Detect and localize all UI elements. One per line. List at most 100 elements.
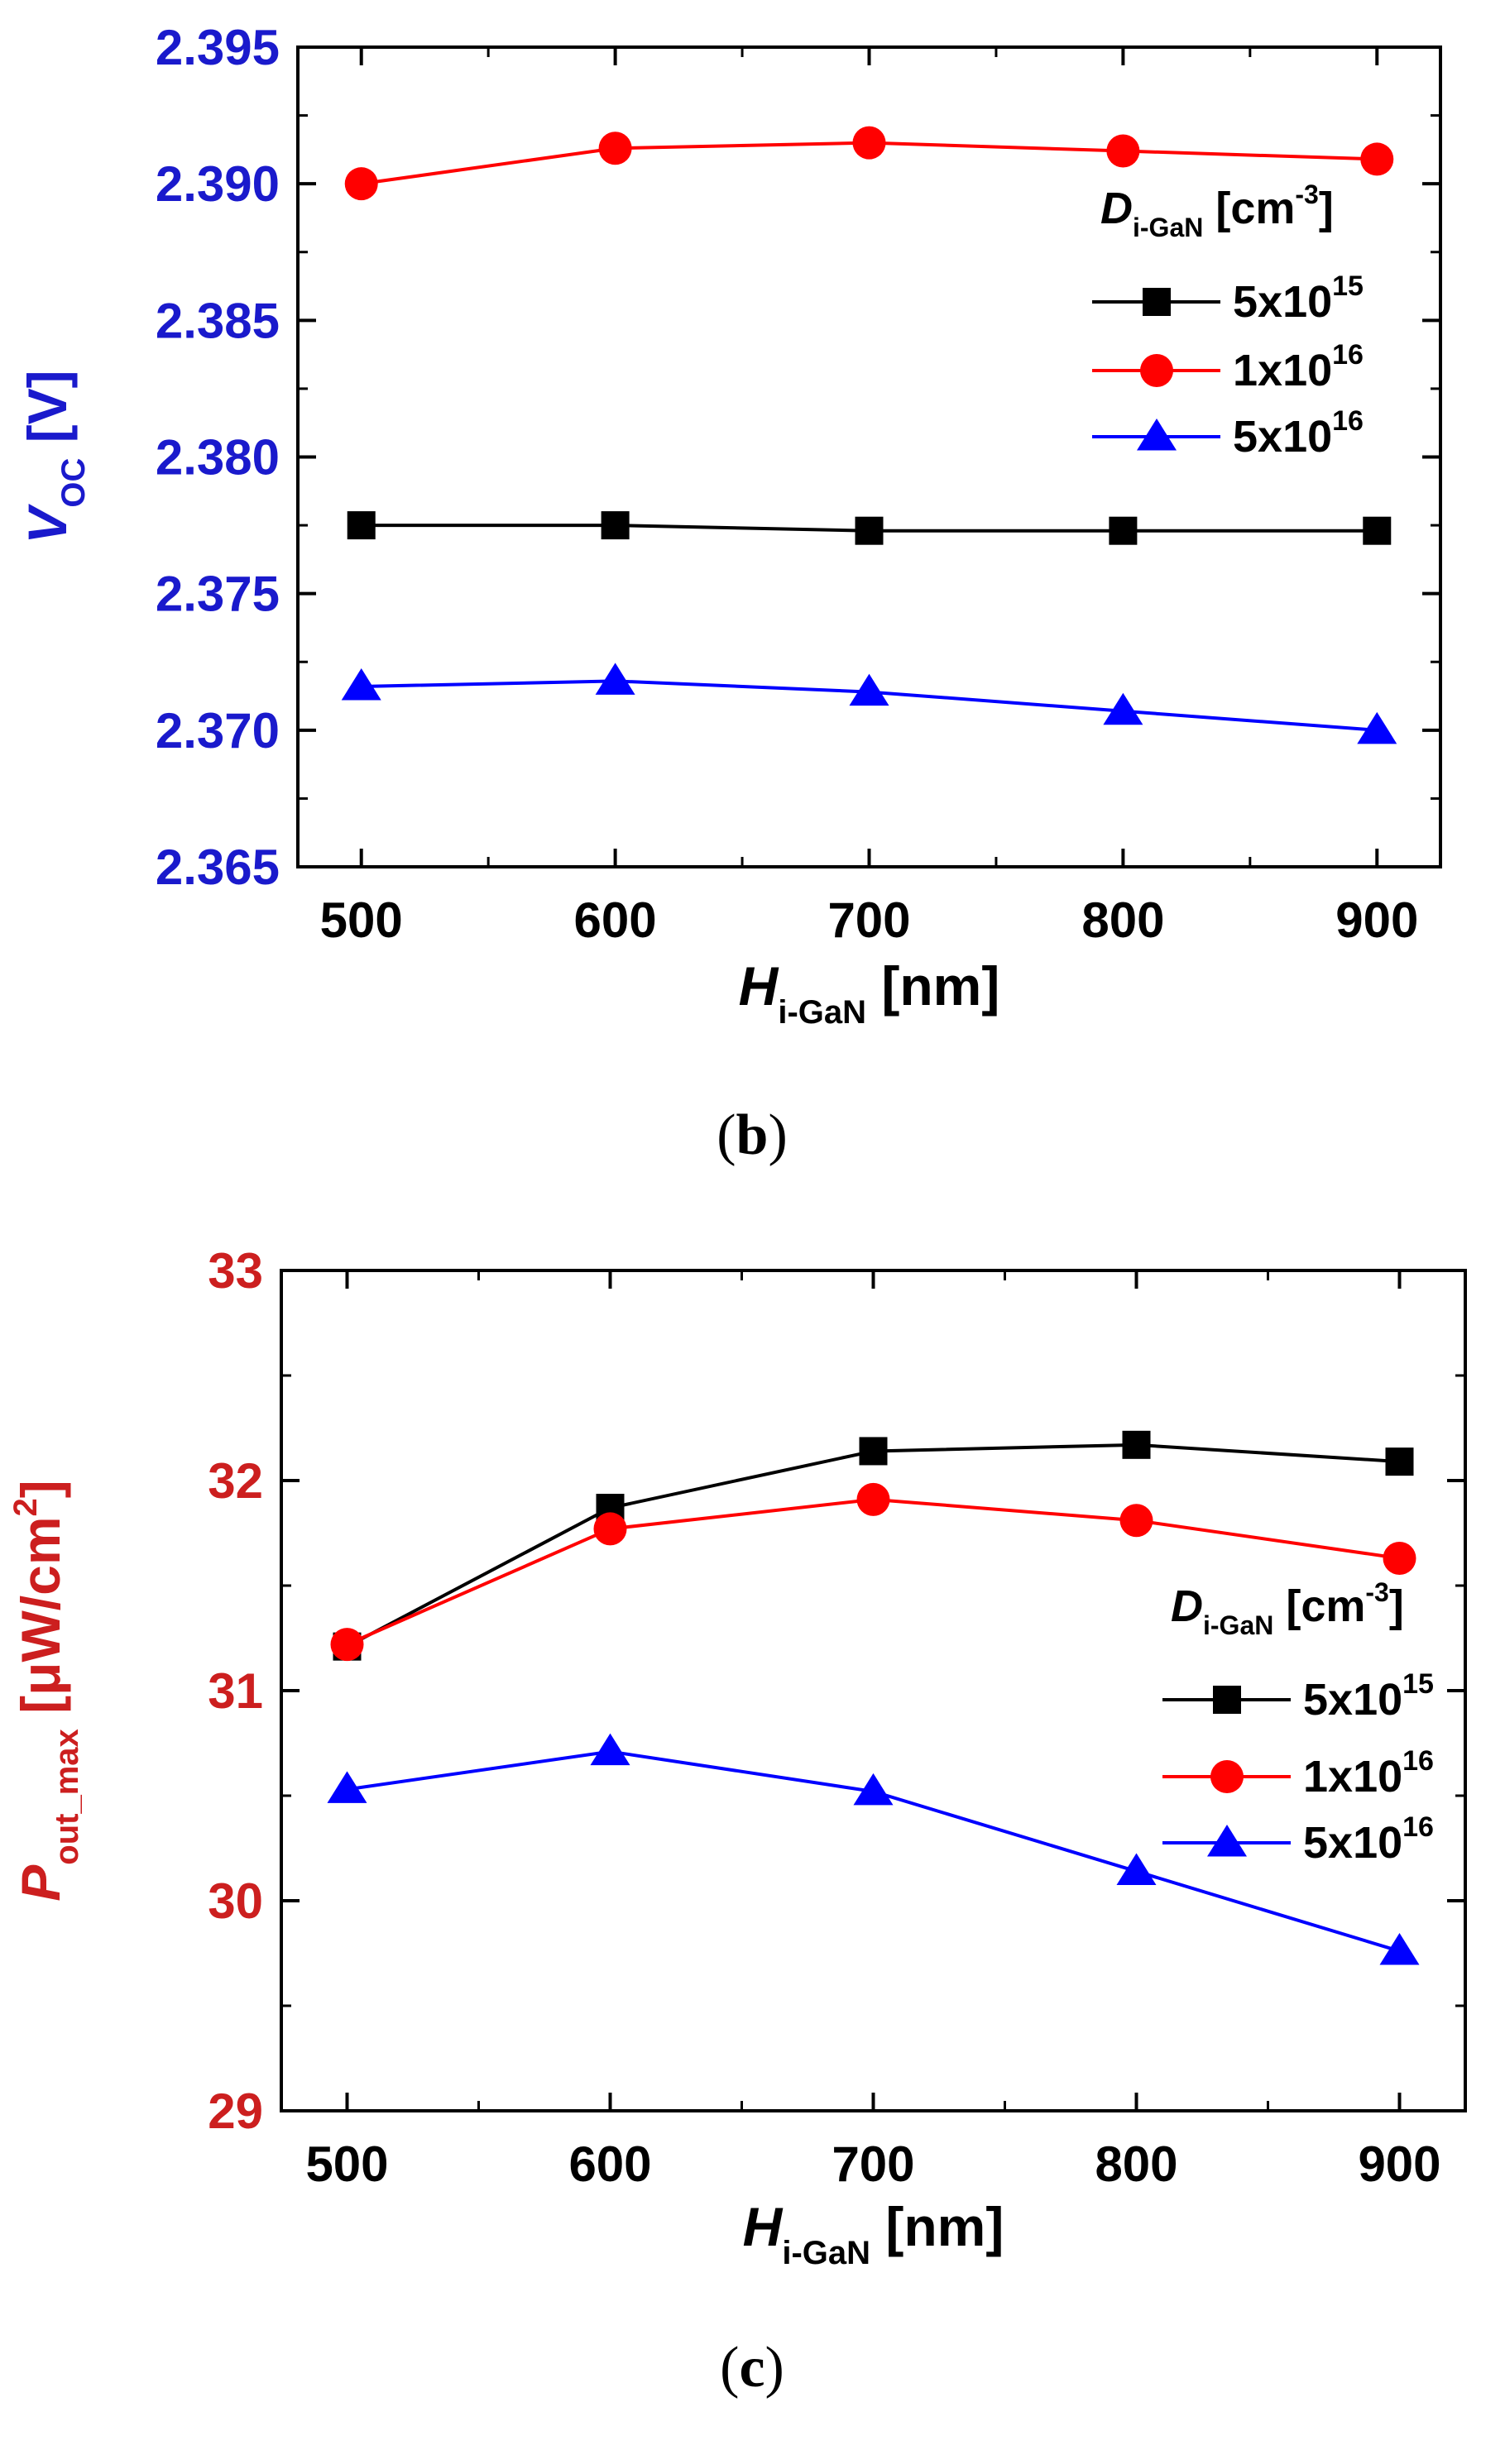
legend-title-sub: i-GaN (1133, 213, 1203, 242)
y-tick-label: 30 (208, 1873, 263, 1929)
caption-open: ( (717, 1103, 736, 1167)
x-axis-label: Hi-GaN [nm] (739, 955, 1000, 1031)
y-tick-label: 2.375 (156, 567, 280, 622)
legend-label-exp: 16 (1332, 339, 1364, 371)
data-point-5x10^16-triangle (327, 1771, 367, 1803)
chart-panel-b: 500 600 700 800 900 2.365 2.370 2.375 2.380 2.385… (17, 20, 1442, 1167)
legend-marker-triangle (1207, 1825, 1247, 1857)
data-point-1x10^16-circle (1360, 142, 1394, 176)
data-point-1x10^16-circle (1106, 134, 1140, 168)
y-tick-label: 31 (208, 1663, 263, 1719)
caption-letter: b (736, 1103, 769, 1167)
y-tick-label: 2.390 (156, 156, 280, 212)
data-point-5x10^15-square (1122, 1430, 1151, 1459)
panel-caption: (c) (720, 2336, 784, 2399)
x-axis-label-main: H (739, 955, 779, 1017)
data-point-1x10^16-circle (1383, 1541, 1416, 1575)
legend-label: 5x1015 (1303, 1668, 1434, 1725)
y-tick-label: 2.370 (156, 703, 280, 758)
data-point-5x10^16-triangle (595, 663, 635, 695)
data-point-5x10^16-triangle (849, 673, 889, 706)
x-axis-label-sub: i-GaN (778, 994, 866, 1031)
data-point-5x10^16-triangle (590, 1733, 630, 1766)
y-axis-label: Pout_max [μW/cm2] (7, 1480, 85, 1901)
data-point-1x10^16-circle (598, 132, 632, 165)
legend-title: Di-GaN [cm-3] (1171, 1577, 1404, 1640)
legend-label-base: 1x10 (1303, 1752, 1402, 1801)
caption-close: ) (768, 1103, 787, 1167)
y-axis-label-main: V (17, 504, 78, 544)
legend-marker-circle (1210, 1760, 1244, 1793)
y-axis-label-sub: out_max (49, 1729, 85, 1865)
legend-title: Di-GaN [cm-3] (1100, 179, 1334, 242)
y-axis-label-unit: [μW/cm (10, 1516, 71, 1729)
x-axis-label-unit: [nm] (866, 955, 999, 1017)
caption-open: ( (720, 2336, 739, 2399)
caption-close: ) (765, 2336, 784, 2399)
legend-title-unit: [cm (1203, 184, 1295, 233)
legend-label-exp: 15 (1332, 270, 1364, 302)
plot-frame (280, 1269, 1467, 2112)
legend-title-close: ] (1319, 184, 1334, 233)
legend-title-close: ] (1389, 1581, 1404, 1631)
data-point-5x10^15-square (601, 511, 630, 540)
x-axis-label-sub: i-GaN (782, 2235, 870, 2271)
x-tick-label: 900 (1335, 892, 1418, 948)
legend-label-base: 5x10 (1233, 412, 1332, 462)
data-point-5x10^16-triangle (1103, 692, 1143, 725)
legend-title-exp: -3 (1295, 179, 1318, 209)
x-tick-label: 700 (827, 892, 910, 948)
data-point-5x10^16-triangle (1357, 711, 1397, 744)
data-point-1x10^16-circle (593, 1512, 627, 1546)
data-point-5x10^15-square (1109, 516, 1138, 545)
data-point-5x10^16-triangle (1379, 1932, 1420, 1965)
y-axis-label: VOC [V] (17, 370, 92, 543)
x-tick-label: 500 (305, 2136, 388, 2192)
legend-label: 5x1015 (1233, 270, 1364, 327)
legend-title-main: D (1171, 1581, 1203, 1631)
legend-title-sub: i-GaN (1203, 1610, 1273, 1640)
legend-title-exp: -3 (1365, 1577, 1388, 1607)
x-axis-label-main: H (743, 2196, 784, 2257)
panel-caption: (b) (717, 1103, 788, 1167)
legend-title-main: D (1100, 184, 1133, 233)
y-axis-label-close: ] (10, 1480, 71, 1498)
legend-label-exp: 15 (1402, 1668, 1434, 1700)
x-tick-label: 600 (568, 2136, 651, 2192)
data-point-1x10^16-circle (856, 1482, 890, 1516)
data-point-1x10^16-circle (1119, 1504, 1153, 1538)
y-tick-label: 2.380 (156, 430, 280, 486)
y-axis-label-sub: OC (55, 458, 92, 508)
legend-label: 5x1016 (1233, 405, 1364, 462)
data-point-5x10^16-triangle (1116, 1853, 1157, 1885)
legend-label-exp: 16 (1402, 1745, 1434, 1777)
y-tick-label: 33 (208, 1243, 263, 1299)
data-point-5x10^15-square (859, 1437, 888, 1466)
x-axis-label: Hi-GaN [nm] (743, 2196, 1004, 2271)
legend-label-base: 1x10 (1233, 346, 1332, 395)
legend-label-base: 5x10 (1303, 1675, 1402, 1725)
x-axis-label-unit: [nm] (870, 2196, 1004, 2257)
legend-label-base: 5x10 (1303, 1818, 1402, 1868)
y-tick-label: 32 (208, 1453, 263, 1509)
y-axis-label-main: P (10, 1864, 71, 1902)
y-axis-label-unit: [V] (17, 370, 78, 457)
data-point-1x10^16-circle (852, 126, 886, 160)
y-tick-label: 2.365 (156, 840, 280, 895)
data-point-5x10^15-square (1385, 1447, 1414, 1476)
legend-marker-square (1213, 1686, 1241, 1714)
data-point-5x10^15-square (347, 511, 376, 540)
data-point-1x10^16-circle (344, 167, 378, 201)
legend-marker-triangle (1137, 419, 1177, 451)
data-point-5x10^15-square (855, 516, 884, 545)
y-tick-label: 2.395 (156, 20, 280, 75)
y-tick-label: 29 (208, 2084, 263, 2139)
data-point-5x10^16-triangle (853, 1773, 894, 1806)
x-tick-label: 700 (832, 2136, 914, 2192)
legend-marker-circle (1140, 354, 1173, 387)
legend-label: 5x1016 (1303, 1811, 1434, 1868)
x-tick-label: 800 (1081, 892, 1164, 948)
legend-label-exp: 16 (1332, 405, 1364, 437)
chart-panel-c: 500 600 700 800 900 29 30 31 32 33 Di-GaN [cm-3] 5x… (7, 1243, 1467, 2399)
